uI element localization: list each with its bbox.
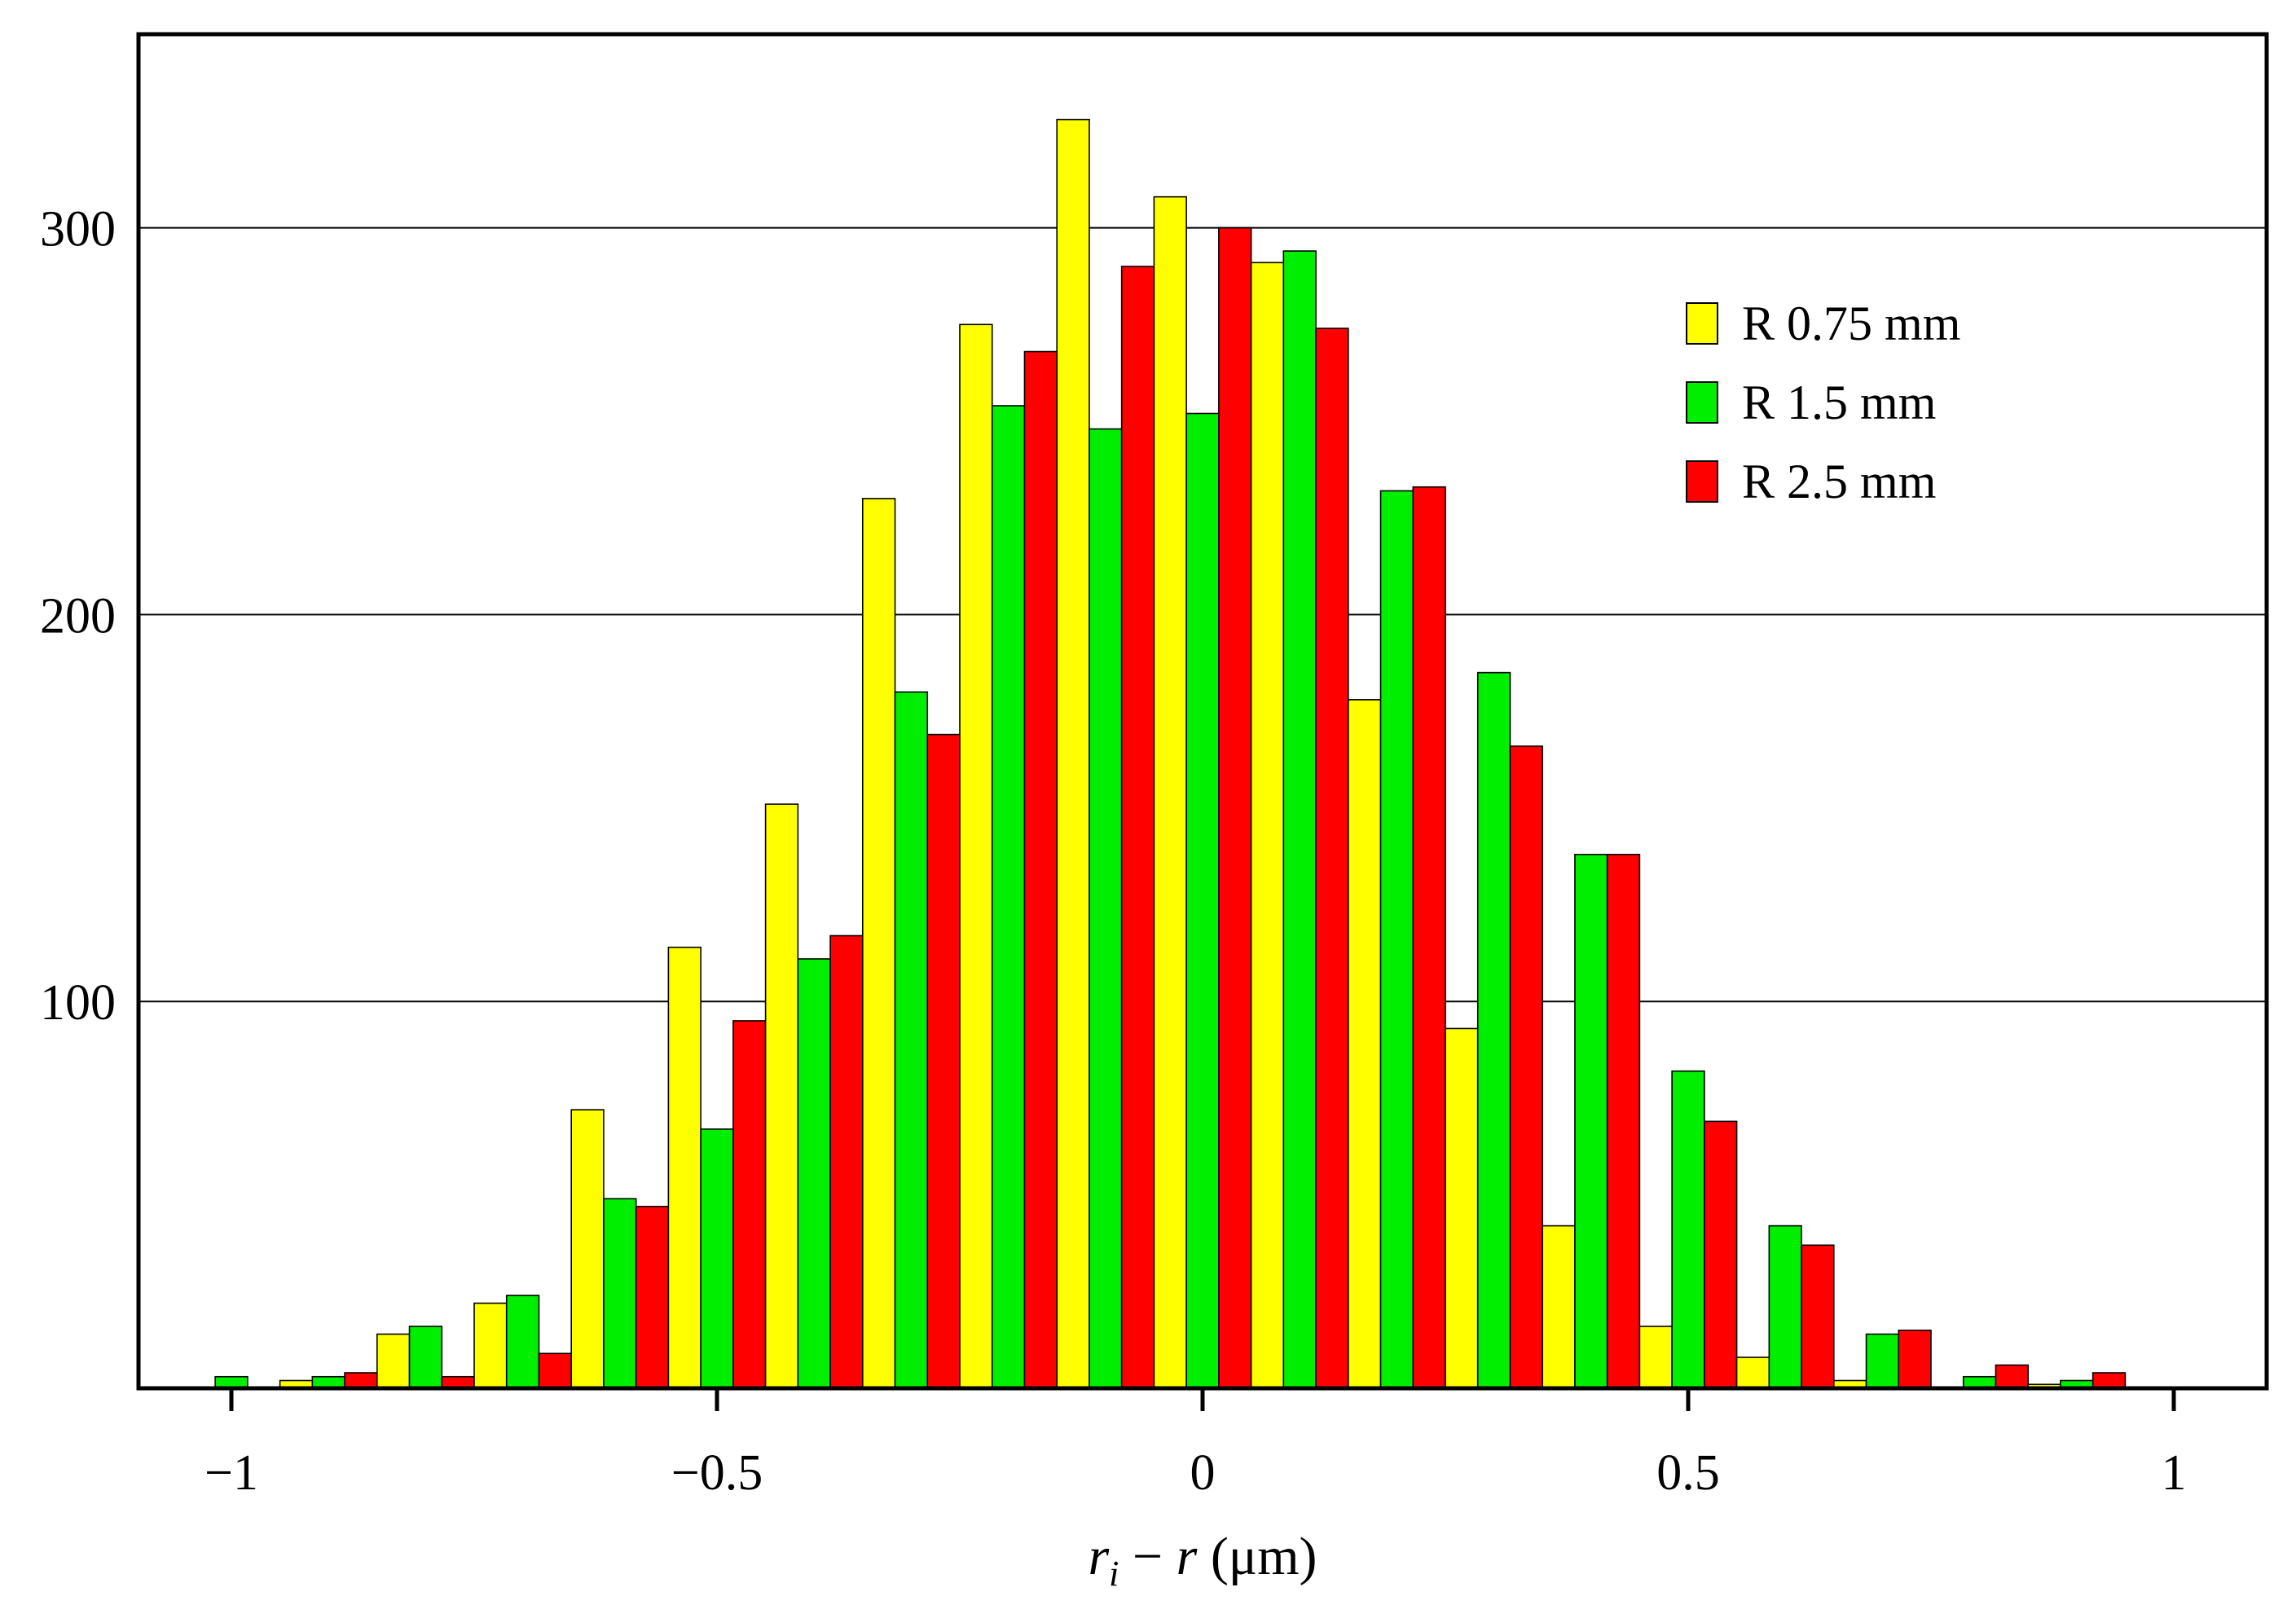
bar — [1412, 486, 1446, 1389]
bar — [1445, 1027, 1479, 1389]
x-tick-label: −1 — [205, 1445, 258, 1501]
bar — [1250, 262, 1285, 1389]
x-axis-label: ri − r (μm) — [1088, 1527, 1317, 1594]
bar — [1898, 1329, 1932, 1389]
bar — [1735, 1357, 1770, 1389]
y-tick-label: 300 — [40, 202, 116, 257]
bar — [570, 1109, 605, 1389]
legend-swatch — [1686, 381, 1718, 424]
bar — [1574, 853, 1608, 1389]
bar — [376, 1333, 411, 1389]
legend-label: R 2.5 mm — [1742, 455, 1936, 508]
bar — [991, 405, 1026, 1389]
bar — [1638, 1326, 1673, 1389]
bar — [1865, 1333, 1900, 1389]
bar — [1218, 226, 1252, 1389]
bar — [538, 1352, 573, 1389]
bar — [1056, 118, 1090, 1389]
x-tick-label: 0.5 — [1656, 1445, 1720, 1501]
bar — [1542, 1225, 1576, 1389]
bar — [1023, 350, 1058, 1389]
x-tick-label: 0 — [1190, 1445, 1216, 1501]
bar — [1348, 699, 1382, 1389]
bar — [344, 1372, 378, 1389]
bar — [1282, 250, 1317, 1389]
bar — [667, 946, 702, 1389]
y-axis-ticks: 100 200 300 — [40, 202, 116, 1031]
bar — [1315, 328, 1349, 1389]
y-tick-label: 100 — [40, 975, 116, 1031]
x-label-sub: i — [1109, 1554, 1119, 1594]
bar — [1995, 1364, 2029, 1389]
bar — [1606, 853, 1641, 1389]
legend-swatch — [1686, 302, 1718, 345]
legend-label: R 1.5 mm — [1742, 376, 1936, 429]
bar — [1089, 428, 1123, 1389]
bar — [1379, 490, 1414, 1389]
bar — [1704, 1120, 1738, 1389]
x-label-minus: − — [1119, 1527, 1176, 1586]
bar — [1801, 1244, 1835, 1389]
bar — [1120, 266, 1155, 1389]
bar — [2091, 1372, 2127, 1389]
bar — [1153, 196, 1187, 1389]
bar — [926, 733, 961, 1389]
bar — [764, 803, 799, 1389]
legend-swatch — [1686, 460, 1718, 503]
bar — [1476, 671, 1511, 1389]
x-label-unit: (μm) — [1197, 1527, 1317, 1586]
x-label-var2: r — [1177, 1527, 1198, 1586]
x-label-var: r — [1088, 1527, 1109, 1586]
y-tick-label: 200 — [40, 588, 116, 644]
bar — [635, 1206, 670, 1389]
bar — [862, 498, 896, 1389]
bar — [1671, 1070, 1705, 1389]
bar — [732, 1020, 767, 1389]
legend-label: R 0.75 mm — [1742, 297, 1960, 350]
x-axis-ticks: −1 −0.5 0 0.5 1 — [205, 1388, 2187, 1501]
bar — [603, 1198, 637, 1389]
x-tick-label: 1 — [2162, 1445, 2187, 1501]
bar — [797, 958, 831, 1389]
bar — [473, 1302, 508, 1389]
bar — [894, 691, 929, 1389]
x-tick-label: −0.5 — [671, 1445, 763, 1501]
bar — [505, 1295, 540, 1389]
bar — [1768, 1225, 1802, 1389]
bar — [829, 934, 864, 1389]
bar — [1509, 745, 1544, 1389]
legend: R 0.75 mm R 1.5 mm R 2.5 mm — [1686, 297, 1960, 508]
bar — [1185, 412, 1220, 1389]
bar — [959, 323, 993, 1389]
bar — [408, 1326, 443, 1389]
bar — [700, 1128, 734, 1389]
